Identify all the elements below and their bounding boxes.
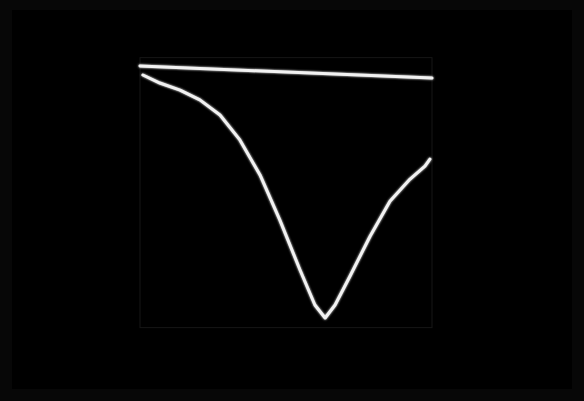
chart [0,0,584,401]
background [0,0,584,401]
screen [12,10,572,389]
plot-frame [140,58,432,328]
trace [140,66,432,78]
traces [140,66,432,318]
trace [143,75,430,318]
